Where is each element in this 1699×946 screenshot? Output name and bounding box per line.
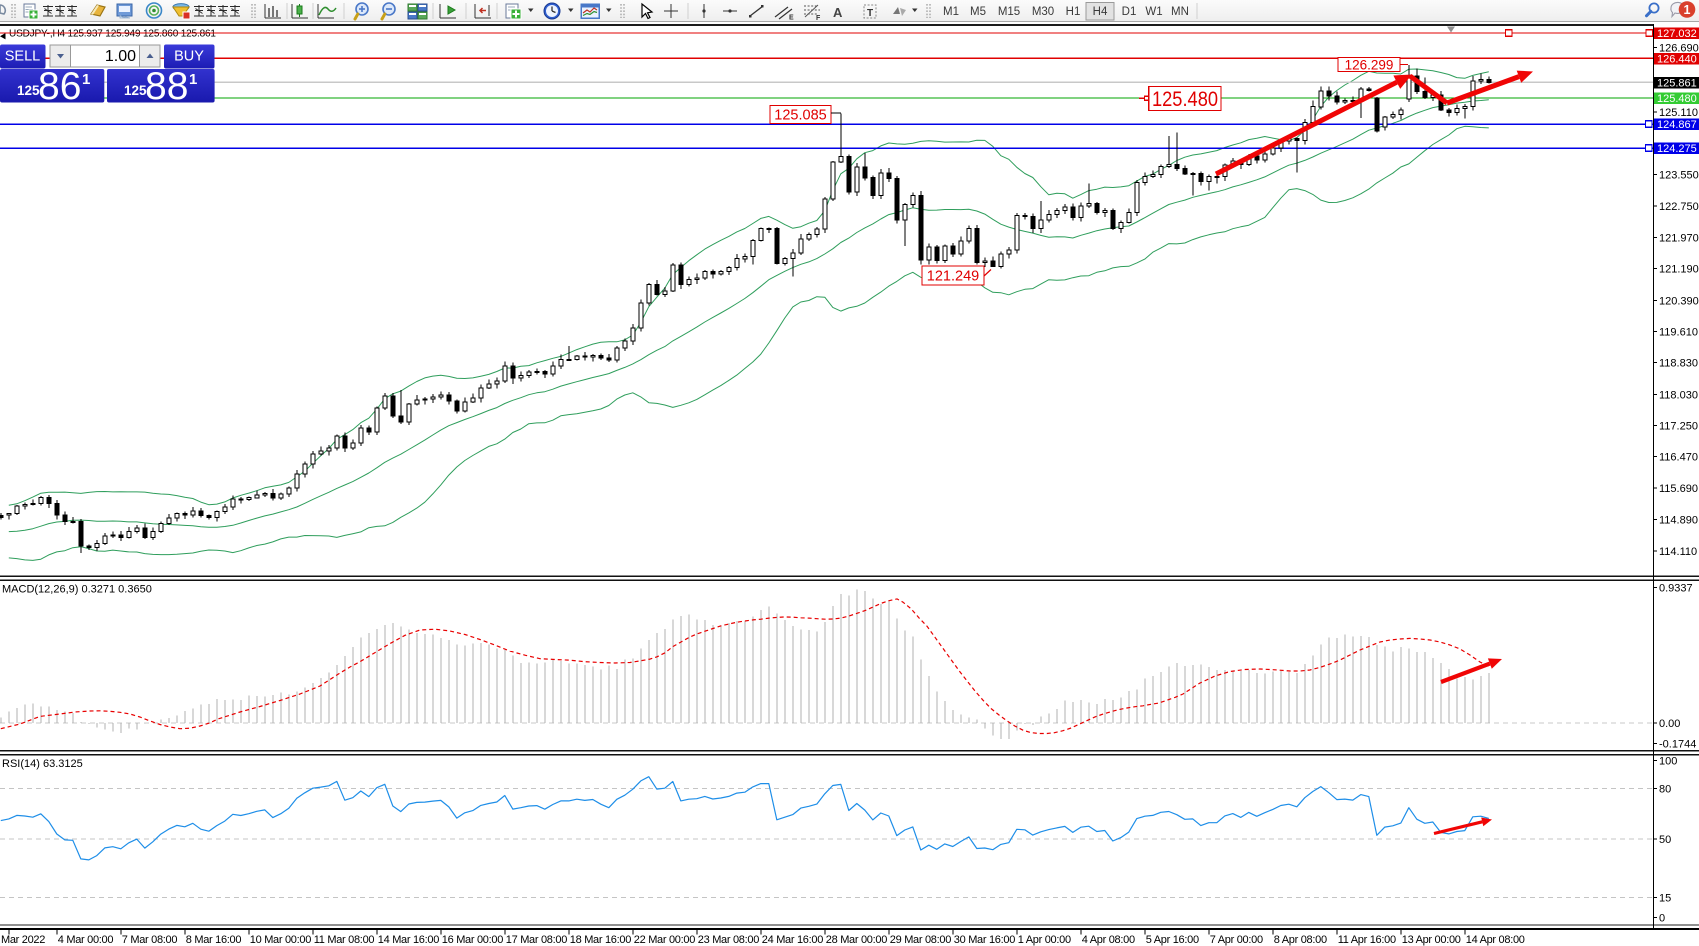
svg-text:124.867: 124.867 xyxy=(1657,119,1697,131)
svg-text:119.610: 119.610 xyxy=(1659,327,1698,339)
svg-text:14 Apr 08:00: 14 Apr 08:00 xyxy=(1466,934,1525,946)
svg-text:125.480: 125.480 xyxy=(1657,93,1697,105)
svg-text:11 Apr 16:00: 11 Apr 16:00 xyxy=(1338,934,1396,946)
svg-text:0: 0 xyxy=(1659,913,1665,925)
svg-text:127.032: 127.032 xyxy=(1657,28,1697,40)
svg-text:17 Mar 08:00: 17 Mar 08:00 xyxy=(506,934,567,946)
svg-text:126.690: 126.690 xyxy=(1659,43,1699,55)
svg-text:15: 15 xyxy=(1659,892,1671,904)
svg-text:118.830: 118.830 xyxy=(1659,358,1698,370)
svg-text:11 Mar 08:00: 11 Mar 08:00 xyxy=(314,934,375,946)
svg-text:M5: M5 xyxy=(970,6,986,18)
svg-text:125: 125 xyxy=(124,83,147,98)
svg-text:23 Mar 08:00: 23 Mar 08:00 xyxy=(698,934,759,946)
svg-text:14 Mar 16:00: 14 Mar 16:00 xyxy=(378,934,439,946)
svg-text:126.440: 126.440 xyxy=(1657,54,1697,66)
svg-text:H4: H4 xyxy=(1093,6,1108,18)
svg-text:114.890: 114.890 xyxy=(1659,515,1698,527)
svg-text:80: 80 xyxy=(1659,784,1671,796)
svg-text:W1: W1 xyxy=(1145,6,1162,18)
svg-text:H1: H1 xyxy=(1066,6,1081,18)
svg-text:16 Mar 00:00: 16 Mar 00:00 xyxy=(442,934,503,946)
svg-text:22 Mar 00:00: 22 Mar 00:00 xyxy=(634,934,695,946)
svg-text:5 Apr 16:00: 5 Apr 16:00 xyxy=(1146,934,1199,946)
svg-text:100: 100 xyxy=(1659,756,1677,768)
svg-text:8 Apr 08:00: 8 Apr 08:00 xyxy=(1274,934,1327,946)
svg-text:125.480: 125.480 xyxy=(1152,87,1218,111)
svg-text:RSI(14) 63.3125: RSI(14) 63.3125 xyxy=(2,758,83,770)
svg-text:1: 1 xyxy=(189,71,197,88)
svg-text:1 Apr 00:00: 1 Apr 00:00 xyxy=(1018,934,1071,946)
svg-text:50: 50 xyxy=(1659,834,1671,846)
svg-text:BUY: BUY xyxy=(174,49,204,65)
svg-text:24 Mar 16:00: 24 Mar 16:00 xyxy=(762,934,823,946)
svg-text:0.9337: 0.9337 xyxy=(1659,583,1693,595)
svg-text:30 Mar 16:00: 30 Mar 16:00 xyxy=(954,934,1015,946)
svg-text:121.970: 121.970 xyxy=(1659,233,1699,245)
svg-text:SELL: SELL xyxy=(5,49,40,65)
svg-text:E: E xyxy=(789,15,794,22)
svg-text:125.861: 125.861 xyxy=(1657,78,1697,90)
svg-text:7 Mar 08:00: 7 Mar 08:00 xyxy=(122,934,178,946)
svg-text:1.00: 1.00 xyxy=(105,48,136,65)
svg-text:114.110: 114.110 xyxy=(1659,546,1697,558)
svg-text:121.190: 121.190 xyxy=(1659,264,1699,276)
svg-text:88: 88 xyxy=(145,65,188,108)
svg-text:F: F xyxy=(816,15,821,22)
svg-text:MN: MN xyxy=(1171,6,1189,18)
svg-text:8 Mar 16:00: 8 Mar 16:00 xyxy=(186,934,242,946)
svg-text:28 Mar 00:00: 28 Mar 00:00 xyxy=(826,934,887,946)
svg-text:120.390: 120.390 xyxy=(1659,296,1699,308)
svg-text:Mar 2022: Mar 2022 xyxy=(1,934,45,946)
svg-text:116.470: 116.470 xyxy=(1659,452,1698,464)
svg-text:29 Mar 08:00: 29 Mar 08:00 xyxy=(890,934,951,946)
svg-text:125.085: 125.085 xyxy=(774,108,826,124)
svg-text:86: 86 xyxy=(38,65,81,108)
svg-text:1: 1 xyxy=(82,71,90,88)
svg-text:117.250: 117.250 xyxy=(1659,421,1698,433)
svg-text:0.00: 0.00 xyxy=(1659,718,1680,730)
svg-text:M15: M15 xyxy=(998,6,1020,18)
svg-text:121.249: 121.249 xyxy=(927,269,979,285)
svg-text:10 Mar 00:00: 10 Mar 00:00 xyxy=(250,934,311,946)
svg-text:7 Apr 00:00: 7 Apr 00:00 xyxy=(1210,934,1263,946)
svg-text:123.550: 123.550 xyxy=(1659,170,1699,182)
svg-text:115.690: 115.690 xyxy=(1659,483,1698,495)
svg-text:USDJPY-,H4 125.937 125.949 12: USDJPY-,H4 125.937 125.949 125.860 125.8… xyxy=(9,29,216,40)
svg-text:M1: M1 xyxy=(943,6,959,18)
svg-text:13 Apr 00:00: 13 Apr 00:00 xyxy=(1402,934,1461,946)
svg-text:4 Mar 00:00: 4 Mar 00:00 xyxy=(58,934,114,946)
svg-text:M30: M30 xyxy=(1032,6,1054,18)
svg-text:-0.1744: -0.1744 xyxy=(1659,739,1696,751)
svg-text:124.275: 124.275 xyxy=(1657,143,1697,155)
svg-text:118.030: 118.030 xyxy=(1659,390,1698,402)
svg-text:1: 1 xyxy=(1684,3,1691,17)
svg-text:D1: D1 xyxy=(1122,6,1137,18)
svg-text:125.110: 125.110 xyxy=(1659,107,1698,119)
svg-text:4 Apr 08:00: 4 Apr 08:00 xyxy=(1082,934,1135,946)
svg-text:125: 125 xyxy=(17,83,40,98)
svg-text:126.299: 126.299 xyxy=(1345,57,1394,72)
svg-text:122.750: 122.750 xyxy=(1659,201,1699,213)
svg-text:A: A xyxy=(833,5,843,20)
svg-text:18 Mar 16:00: 18 Mar 16:00 xyxy=(570,934,631,946)
svg-text:MACD(12,26,9) 0.3271 0.3650: MACD(12,26,9) 0.3271 0.3650 xyxy=(2,584,152,596)
svg-text:T: T xyxy=(867,8,873,19)
